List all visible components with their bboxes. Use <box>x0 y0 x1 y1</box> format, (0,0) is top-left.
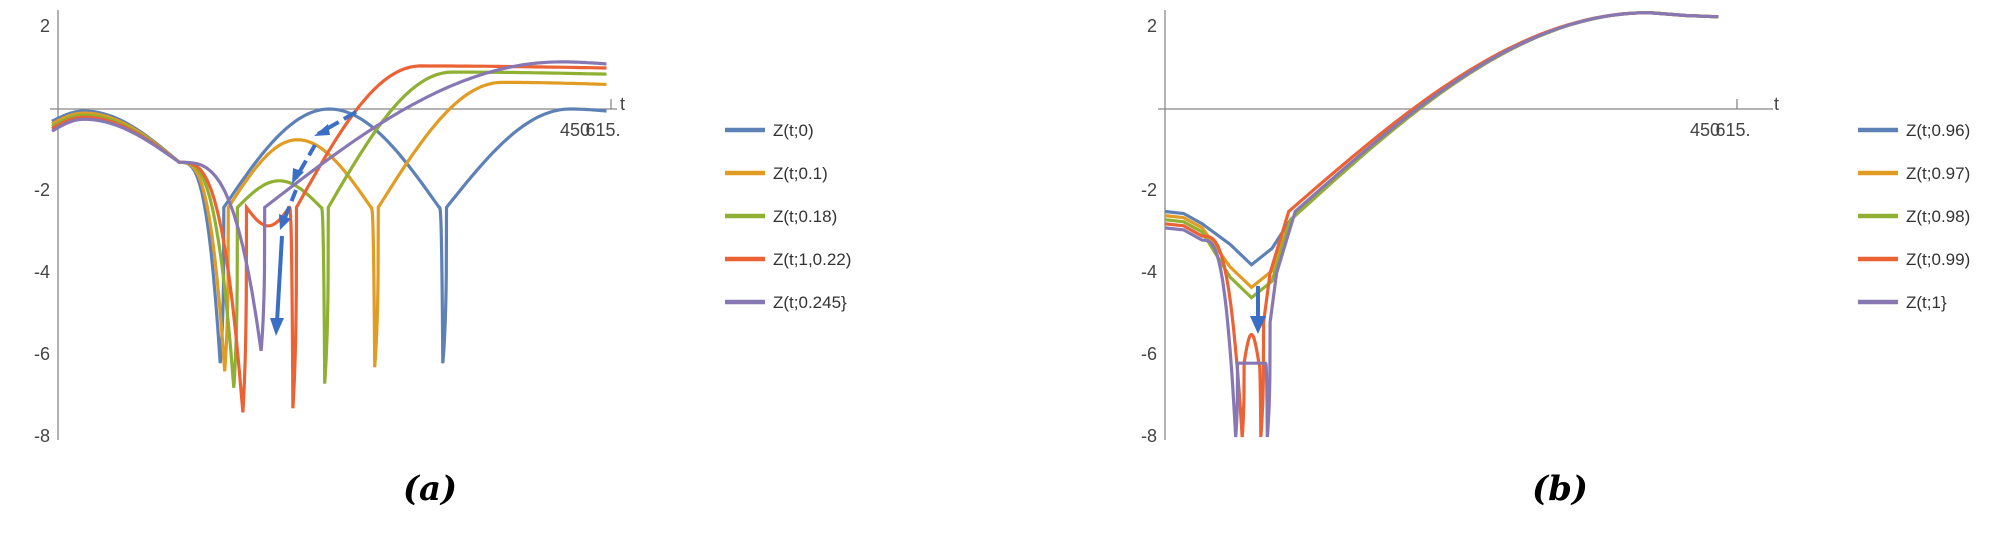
panel-a-y-tick-label: -2 <box>34 180 50 200</box>
panel-a-y-tick-label: -4 <box>34 262 50 282</box>
panel-a-x-tick-label: 450 <box>560 120 590 140</box>
panel-b-x-tick-label: 450 <box>1690 120 1720 140</box>
legend-label: Z(t;0.97) <box>1906 164 1970 183</box>
panel-b-y-tick-label: -8 <box>1141 426 1157 446</box>
panel-a-x-axis-label: t <box>620 94 625 114</box>
transition-arrow <box>275 235 284 323</box>
series-line <box>1164 11 1719 438</box>
arrowhead <box>314 124 330 136</box>
panel-a-arrows <box>270 110 358 336</box>
panel-a: 2 -2 -4 -6 -8 450 615. t Z(t;0)Z(t;0.1)Z… <box>34 10 851 509</box>
series-line <box>1164 10 1719 300</box>
legend-label: Z(t;0) <box>773 121 814 140</box>
series-line <box>51 60 607 352</box>
legend-label: Z(t;0.98) <box>1906 207 1970 226</box>
panel-a-y-tick-label: -8 <box>34 426 50 446</box>
panel-b-x-axis-label: t <box>1774 94 1779 114</box>
arrowhead <box>270 318 284 336</box>
legend-label: Z(t;0.18) <box>773 207 837 226</box>
panel-b-y-tick-label: 2 <box>1147 16 1157 36</box>
legend-label: Z(t;1,0.22) <box>773 250 851 269</box>
panel-a-x-tick-label: 615. <box>585 120 620 140</box>
arrowhead <box>1250 316 1266 334</box>
panel-b-x-tick-label: 615. <box>1715 120 1750 140</box>
arrowhead <box>279 214 291 230</box>
panel-b-label: (b) <box>1532 469 1588 509</box>
series-line <box>1164 10 1719 267</box>
legend-label: Z(t;0.1) <box>773 164 828 183</box>
legend-label: Z(t;0.245} <box>773 293 847 312</box>
transition-arrow <box>294 144 317 179</box>
panel-b-arrows <box>1250 286 1266 334</box>
series-line <box>51 70 607 388</box>
series-line <box>1164 11 1719 438</box>
panel-a-legend: Z(t;0) Z(t;0.1) Z(t;0.18) Z(t;1,0.22) Z(t;0.… <box>725 121 851 312</box>
legend-label: Z(t;0.99) <box>1906 250 1970 269</box>
panel-a-curves <box>51 60 607 413</box>
arrowhead <box>292 168 304 184</box>
panel-b-y-tick-label: -4 <box>1141 262 1157 282</box>
series-line <box>1164 10 1719 290</box>
panel-b-legend: Z(t;0.96) Z(t;0.97) Z(t;0.98) Z(t;0.99) Z(t;… <box>1858 121 1970 312</box>
legend-label: Z(t;1} <box>1906 293 1947 312</box>
panel-b-y-tick-label: -6 <box>1141 344 1157 364</box>
transition-arrow <box>280 189 298 226</box>
panel-a-y-tick-label: -6 <box>34 344 50 364</box>
legend-label: Z(t;0.96) <box>1906 121 1970 140</box>
transition-arrow <box>316 110 358 136</box>
panel-b: 2 -2 -4 -6 -8 450 615. t Z(t;0.96)Z(t;0.… <box>1141 10 1970 509</box>
panel-b-curves <box>1164 10 1719 438</box>
panel-b-y-tick-label: -2 <box>1141 180 1157 200</box>
panel-a-label: (a) <box>403 469 457 509</box>
panel-a-y-tick-label: 2 <box>40 16 50 36</box>
